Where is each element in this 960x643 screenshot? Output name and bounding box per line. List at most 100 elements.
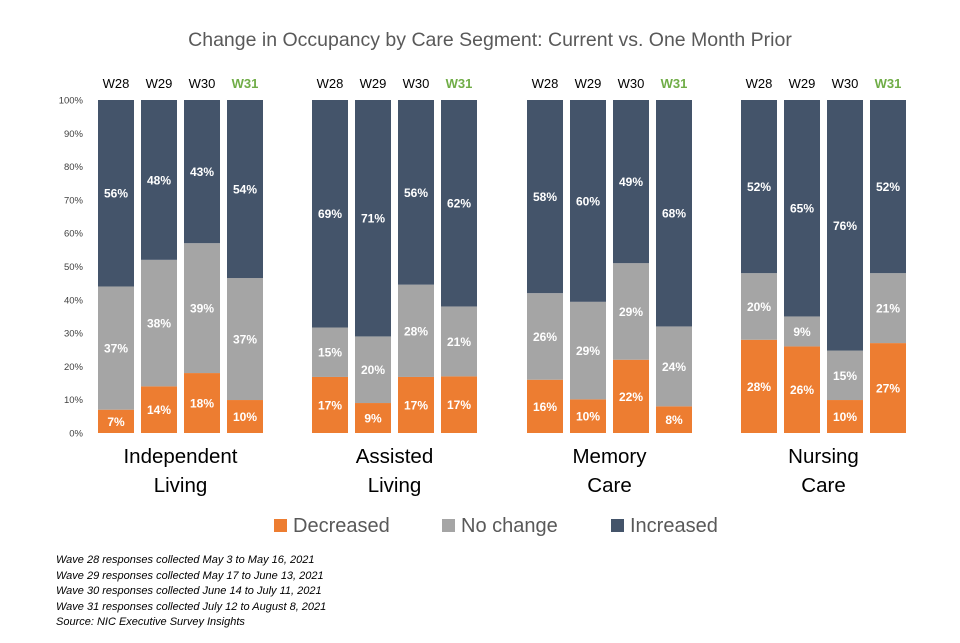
bar-segment-increased <box>98 100 134 287</box>
bar-segment-increased <box>227 100 263 279</box>
bar-segment-increased <box>355 100 391 337</box>
data-label: 68% <box>662 207 686 221</box>
data-label: 10% <box>576 410 600 424</box>
data-label: 71% <box>361 212 385 226</box>
wave-label: W30 <box>189 76 216 91</box>
category-label: Living <box>368 474 422 497</box>
wave-label: W29 <box>789 76 816 91</box>
category-label: Care <box>587 474 631 497</box>
wave-label: W29 <box>360 76 387 91</box>
y-tick-label: 80% <box>64 162 84 173</box>
bar-segment-no-change <box>227 278 263 401</box>
bar-segment-no-change <box>98 286 134 410</box>
data-label: 18% <box>190 397 214 411</box>
data-label: 52% <box>876 180 900 194</box>
legend-swatch-increased <box>611 519 624 532</box>
bar-segment-decreased <box>741 339 777 433</box>
bar-segment-no-change <box>741 273 777 340</box>
data-label: 29% <box>619 305 643 319</box>
chart-title: Change in Occupancy by Care Segment: Cur… <box>188 29 792 51</box>
bar-segment-no-change <box>527 293 563 380</box>
bar-segment-decreased <box>141 386 177 433</box>
footnotes: Wave 28 responses collected May 3 to May… <box>56 553 326 631</box>
legend-label-no-change: No change <box>461 515 558 537</box>
data-label: 16% <box>533 400 557 414</box>
category-label: Care <box>801 474 845 497</box>
category-label: Assisted <box>356 445 433 468</box>
bar-segment-increased <box>827 100 863 351</box>
legend-swatch-no-change <box>442 519 455 532</box>
data-label: 28% <box>404 324 428 338</box>
bar-segment-no-change <box>312 327 348 377</box>
wave-label: W28 <box>317 76 344 91</box>
bar-segment-decreased <box>656 406 692 433</box>
data-label: 20% <box>747 300 771 314</box>
data-label: 8% <box>665 413 683 427</box>
data-label: 27% <box>876 382 900 396</box>
wave-label: W30 <box>832 76 859 91</box>
y-tick-label: 90% <box>64 129 84 140</box>
wave-label: W28 <box>532 76 559 91</box>
data-label: 38% <box>147 317 171 331</box>
data-label: 17% <box>447 398 471 412</box>
bar-segment-no-change <box>613 263 649 360</box>
bar-segment-no-change <box>784 316 820 347</box>
bar-segment-increased <box>184 100 220 244</box>
bar-segment-no-change <box>141 259 177 387</box>
data-label: 9% <box>364 412 382 426</box>
footnote-wave30: Wave 30 responses collected June 14 to J… <box>56 585 322 597</box>
y-tick-label: 10% <box>64 395 84 406</box>
data-label: 48% <box>147 173 171 187</box>
data-label: 15% <box>833 369 857 383</box>
category-label: Memory <box>572 445 647 468</box>
data-label: 28% <box>747 380 771 394</box>
data-label: 26% <box>790 383 814 397</box>
data-label: 49% <box>619 175 643 189</box>
bar-segment-decreased <box>98 409 134 433</box>
data-label: 21% <box>447 335 471 349</box>
category-label: Living <box>154 474 208 497</box>
bar-segment-increased <box>312 100 348 328</box>
wave-label: W30 <box>618 76 645 91</box>
footnote-wave28: Wave 28 responses collected May 3 to May… <box>56 554 315 566</box>
legend: Decreased No change Increased <box>274 515 718 537</box>
bar-segment-no-change <box>656 326 692 407</box>
category-label: Nursing <box>788 445 859 468</box>
data-label: 43% <box>190 165 214 179</box>
category-label: Independent <box>123 445 237 468</box>
bar-segment-increased <box>656 100 692 327</box>
bar-segment-no-change <box>570 301 606 400</box>
y-tick-label: 100% <box>59 96 84 107</box>
bar-segment-increased <box>441 100 477 307</box>
bar-segment-increased <box>527 100 563 294</box>
data-label: 39% <box>190 302 214 316</box>
wave-labels: W28 W29 W30 W31 W28 W29 W30 W31 W28 W29 W30 W31 W28 W… <box>103 76 902 91</box>
bar-segment-no-change <box>827 350 863 401</box>
footnote-source: Source: NIC Executive Survey Insights <box>56 616 245 628</box>
data-label: 29% <box>576 344 600 358</box>
data-label: 21% <box>876 302 900 316</box>
bar-segment-no-change <box>398 284 434 377</box>
data-label: 17% <box>404 398 428 412</box>
data-label: 10% <box>233 410 257 424</box>
bar-segment-no-change <box>870 273 906 344</box>
wave-label: W29 <box>575 76 602 91</box>
bar-segment-increased <box>570 100 606 302</box>
y-tick-label: 30% <box>64 329 84 340</box>
data-label: 56% <box>104 187 128 201</box>
y-tick-label: 50% <box>64 262 84 273</box>
legend-label-increased: Increased <box>630 515 718 537</box>
data-label: 17% <box>318 398 342 412</box>
bar-segment-decreased <box>827 400 863 433</box>
bar-segment-decreased <box>312 376 348 433</box>
data-label: 56% <box>404 186 428 200</box>
bars-layer: 7% 37% 56% 14% 38% 48% 18% 39% 43% 10% 37% 54% 17% 15… <box>98 100 906 433</box>
data-label: 24% <box>662 360 686 374</box>
data-label: 37% <box>233 333 257 347</box>
data-label: 10% <box>833 410 857 424</box>
data-label: 22% <box>619 390 643 404</box>
bar-segment-decreased <box>227 400 263 433</box>
data-label: 52% <box>747 180 771 194</box>
bar-segment-decreased <box>184 373 220 433</box>
